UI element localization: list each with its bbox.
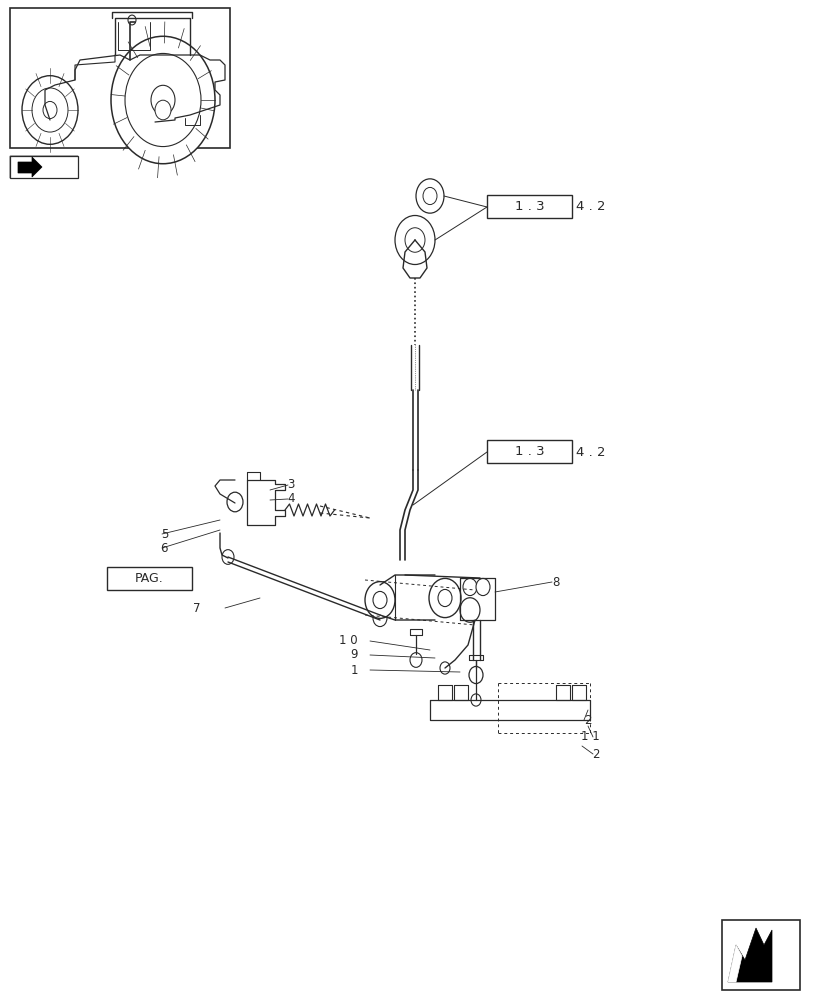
Circle shape xyxy=(365,582,395,618)
Text: 1 . 3: 1 . 3 xyxy=(515,200,544,213)
Text: 8: 8 xyxy=(552,575,560,588)
Bar xyxy=(107,567,192,590)
Text: 2: 2 xyxy=(592,748,600,760)
Text: 1 1: 1 1 xyxy=(581,730,600,744)
Circle shape xyxy=(227,492,243,512)
Text: 4: 4 xyxy=(287,492,295,506)
Circle shape xyxy=(111,36,215,164)
Text: 1: 1 xyxy=(351,664,358,677)
Text: 2: 2 xyxy=(584,714,592,726)
Text: 4 . 2: 4 . 2 xyxy=(576,200,605,214)
Circle shape xyxy=(405,228,425,252)
Circle shape xyxy=(410,653,422,667)
Circle shape xyxy=(151,85,175,115)
Text: 9: 9 xyxy=(351,648,358,662)
Circle shape xyxy=(32,88,68,132)
Bar xyxy=(487,440,572,463)
Circle shape xyxy=(373,591,387,609)
Circle shape xyxy=(460,598,480,622)
Circle shape xyxy=(22,76,78,144)
Circle shape xyxy=(416,179,444,213)
Text: 4 . 2: 4 . 2 xyxy=(576,446,605,458)
Circle shape xyxy=(476,578,490,596)
Circle shape xyxy=(423,187,437,205)
Bar xyxy=(10,156,78,178)
Text: 3: 3 xyxy=(287,479,295,491)
Circle shape xyxy=(43,101,57,119)
Circle shape xyxy=(429,578,461,618)
Text: 1 0: 1 0 xyxy=(339,635,358,648)
Text: 7: 7 xyxy=(193,601,200,614)
Bar xyxy=(487,195,572,218)
Bar xyxy=(722,920,800,990)
Circle shape xyxy=(125,53,201,147)
Circle shape xyxy=(469,666,483,684)
Text: 6: 6 xyxy=(161,542,168,554)
Circle shape xyxy=(222,550,234,564)
Text: 5: 5 xyxy=(161,528,168,540)
Polygon shape xyxy=(728,928,772,982)
Circle shape xyxy=(373,609,387,627)
Bar xyxy=(10,8,230,148)
Text: 1 . 3: 1 . 3 xyxy=(515,445,544,458)
Circle shape xyxy=(155,100,171,120)
Circle shape xyxy=(395,215,435,265)
Circle shape xyxy=(440,662,450,674)
Circle shape xyxy=(471,694,481,706)
Text: PAG.: PAG. xyxy=(135,572,164,585)
Polygon shape xyxy=(10,156,78,178)
Circle shape xyxy=(438,589,452,607)
Polygon shape xyxy=(728,945,742,982)
Circle shape xyxy=(463,578,477,596)
Polygon shape xyxy=(18,157,42,177)
